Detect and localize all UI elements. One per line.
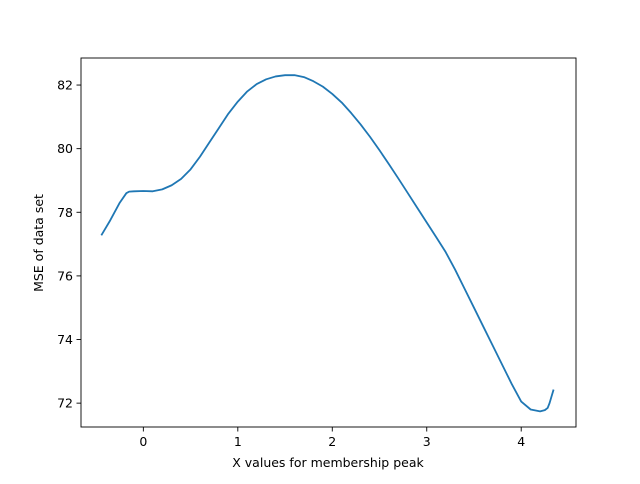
x-axis-label: X values for membership peak bbox=[232, 455, 424, 470]
y-axis-ticks: 72 74 76 78 80 82 bbox=[57, 78, 81, 411]
y-tick-label: 78 bbox=[57, 205, 73, 220]
y-tick-label: 72 bbox=[57, 396, 73, 411]
x-tick-label: 4 bbox=[517, 434, 525, 449]
y-tick-label: 76 bbox=[57, 268, 73, 283]
x-tick-label: 2 bbox=[328, 434, 336, 449]
axes-frame bbox=[80, 57, 577, 428]
y-axis-label: MSE of data set bbox=[31, 194, 46, 292]
x-tick-label: 0 bbox=[139, 434, 147, 449]
x-tick-label: 3 bbox=[423, 434, 431, 449]
x-axis-ticks: 0 1 2 3 4 bbox=[139, 427, 525, 449]
series-line-0 bbox=[100, 74, 555, 413]
x-tick-label: 1 bbox=[234, 434, 242, 449]
y-tick-label: 80 bbox=[57, 141, 73, 156]
y-tick-label: 82 bbox=[57, 78, 73, 93]
y-tick-label: 74 bbox=[57, 332, 73, 347]
plot-area bbox=[80, 57, 577, 428]
